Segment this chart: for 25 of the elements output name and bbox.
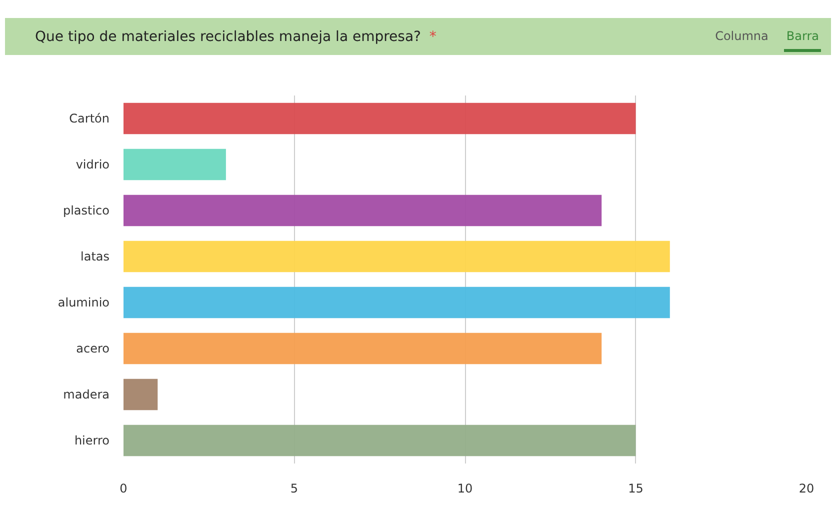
y-tick-label: Cartón — [69, 112, 110, 126]
bar — [124, 102, 636, 134]
bar — [124, 424, 636, 456]
x-tick-label: 15 — [628, 482, 644, 496]
y-tick-label: acero — [76, 342, 110, 356]
bar — [124, 148, 226, 180]
bar — [124, 332, 602, 364]
y-tick-label: plastico — [62, 204, 110, 218]
y-tick-label: madera — [63, 388, 110, 402]
text: Columna — [714, 28, 770, 45]
bar — [124, 378, 158, 410]
x-tick-label: 5 — [290, 482, 298, 496]
bar — [124, 194, 602, 226]
chart-title: Que tipo de materiales reciclables maneja la empresa? — [35, 28, 421, 44]
y-tick-label: aluminio — [58, 296, 110, 310]
bar — [124, 286, 670, 318]
y-tick-label: latas — [80, 250, 110, 264]
text: * — [429, 28, 436, 44]
y-tick-label: vidrio — [76, 158, 110, 172]
x-tick-label: 10 — [457, 482, 473, 496]
x-tick-label: 0 — [120, 482, 128, 496]
x-tick-label: 20 — [798, 482, 814, 496]
text: Barra — [784, 22, 821, 52]
y-tick-label: hierro — [74, 434, 110, 448]
bar — [124, 240, 670, 272]
